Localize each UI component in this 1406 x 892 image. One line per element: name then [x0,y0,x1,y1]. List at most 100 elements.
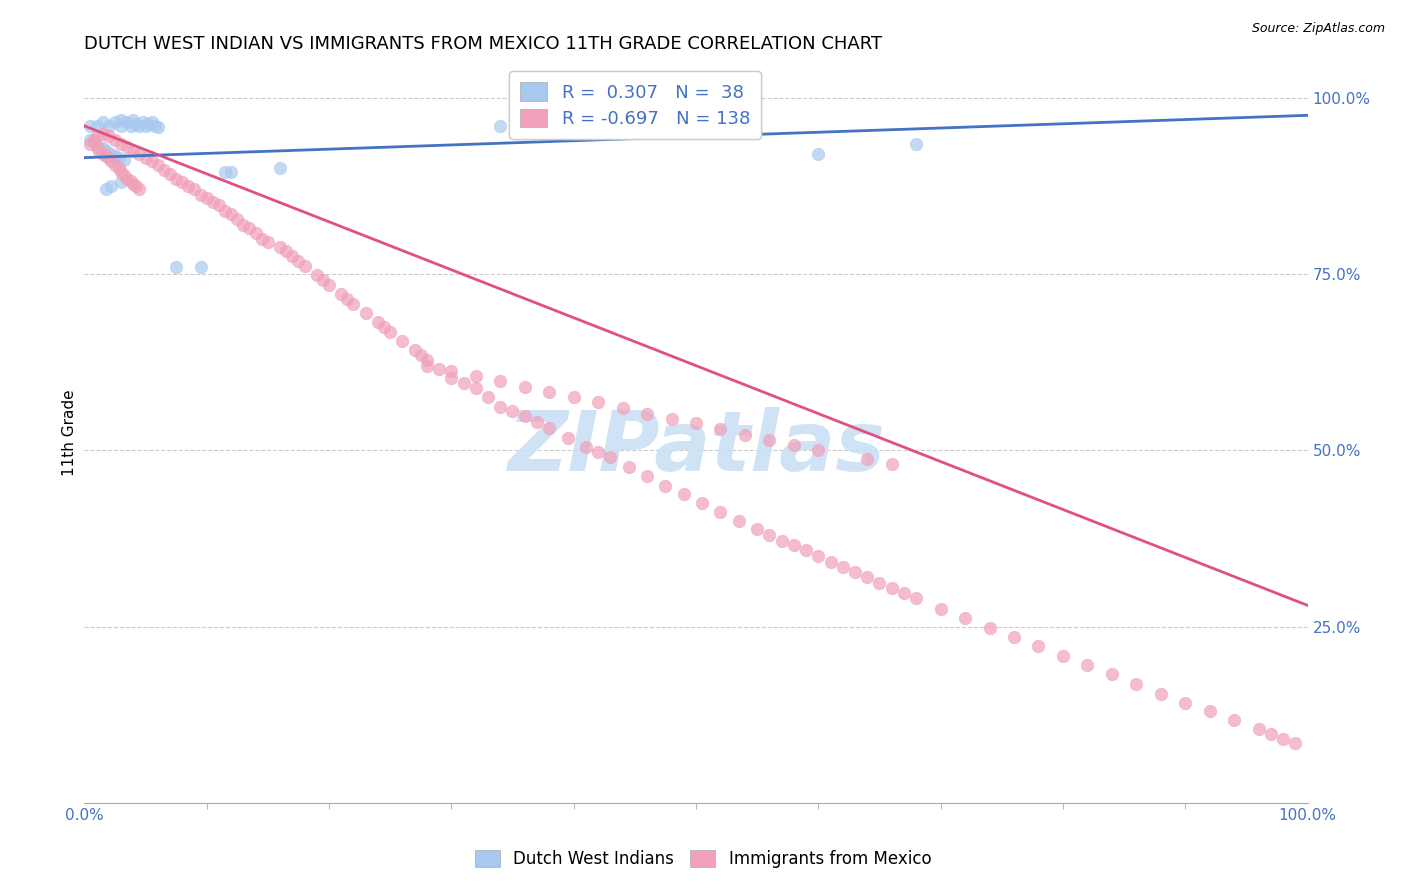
Point [1052,649,1074,664]
Point [513,380,536,394]
Point [87,144,110,158]
Point [661,411,683,425]
Point [97,119,120,133]
Point [214,165,236,179]
Point [79,136,101,151]
Point [112,153,135,167]
Point [1076,658,1098,673]
Point [1260,727,1282,741]
Point [79,119,101,133]
Point [1272,732,1295,747]
Point [1125,677,1147,691]
Point [96,144,118,158]
Point [120,119,142,133]
Point [294,259,316,273]
Point [502,404,524,418]
Point [575,440,598,454]
Point [136,118,159,132]
Point [1174,696,1197,710]
Point [856,451,879,466]
Point [612,401,634,415]
Point [132,115,155,129]
Legend: R =  0.307   N =  38, R = -0.697   N = 138: R = 0.307 N = 38, R = -0.697 N = 138 [509,71,761,139]
Point [122,113,145,128]
Point [115,140,138,154]
Point [125,178,148,193]
Point [905,591,928,606]
Point [125,118,148,132]
Point [208,198,231,212]
Point [586,395,609,409]
Point [96,182,118,196]
Point [464,369,486,384]
Point [758,433,780,447]
Point [1002,630,1025,644]
Point [91,115,114,129]
Point [336,292,359,306]
Point [87,140,110,154]
Point [464,381,486,395]
Point [820,555,842,569]
Point [97,129,120,144]
Point [214,203,236,218]
Point [599,450,621,465]
Point [276,244,298,259]
Point [232,218,254,232]
Point [794,543,817,558]
Point [489,119,512,133]
Point [91,128,114,142]
Point [245,226,267,240]
Point [135,151,157,165]
Point [869,575,891,590]
Point [287,254,309,268]
Point [153,162,176,177]
Point [513,409,536,424]
Point [104,158,127,172]
Point [201,195,224,210]
Point [831,559,853,574]
Point [110,136,132,151]
Point [342,296,364,310]
Point [770,533,793,548]
Point [807,147,830,161]
Point [844,565,866,579]
Point [440,364,463,378]
Point [110,175,132,189]
Point [880,581,903,595]
Point [1284,736,1306,750]
Text: DUTCH WEST INDIAN VS IMMIGRANTS FROM MEXICO 11TH GRADE CORRELATION CHART: DUTCH WEST INDIAN VS IMMIGRANTS FROM MEX… [84,35,883,53]
Point [1223,713,1246,727]
Point [107,151,129,165]
Point [427,362,450,376]
Point [893,585,915,599]
Point [107,161,129,176]
Point [880,458,903,472]
Point [281,249,304,263]
Point [1150,686,1173,700]
Point [128,119,150,133]
Point [96,148,118,162]
Point [690,496,713,510]
Point [122,177,145,191]
Point [318,277,340,292]
Point [489,374,512,388]
Point [112,168,135,182]
Point [122,144,145,158]
Point [257,235,280,250]
Point [453,376,475,391]
Point [120,174,142,188]
Point [190,260,212,274]
Point [269,240,291,254]
Point [562,390,585,404]
Point [636,407,658,421]
Point [783,538,806,552]
Point [416,359,439,373]
Point [1101,667,1123,681]
Point [128,182,150,196]
Point [1198,704,1220,718]
Point [159,167,181,181]
Point [727,514,749,528]
Point [100,147,122,161]
Point [586,444,609,458]
Point [672,487,695,501]
